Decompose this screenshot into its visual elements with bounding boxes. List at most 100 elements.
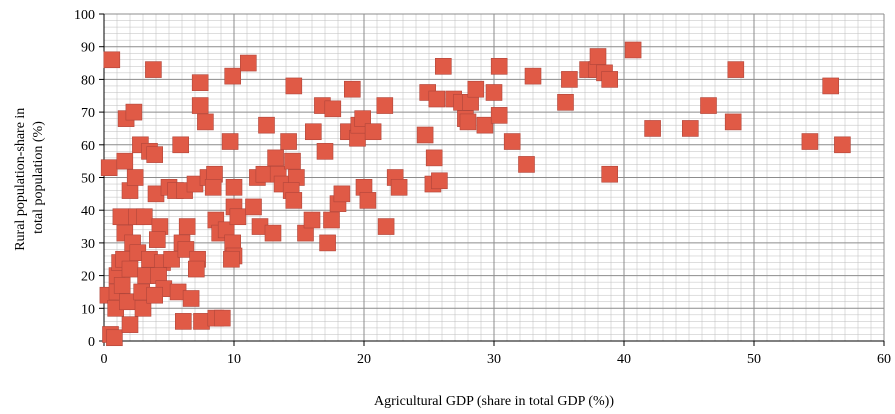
data-point (333, 185, 351, 203)
y-tick-label: 20 (81, 270, 95, 285)
data-points (99, 41, 851, 347)
data-point (121, 260, 139, 278)
data-point (503, 133, 521, 150)
data-point (359, 192, 377, 209)
data-point (204, 179, 222, 196)
data-point (149, 231, 166, 248)
data-point (822, 77, 840, 95)
data-point (134, 299, 152, 317)
data-point (304, 123, 322, 141)
data-point (490, 58, 508, 75)
data-point (245, 198, 262, 216)
data-point (221, 133, 239, 150)
y-axis-label: Rural population-share in total populati… (13, 104, 46, 251)
data-point (319, 234, 336, 252)
data-point (303, 211, 321, 229)
data-point (240, 54, 257, 72)
data-point (229, 208, 247, 226)
data-point (624, 41, 642, 59)
data-point (146, 146, 163, 163)
data-point (476, 116, 494, 134)
data-point (364, 123, 382, 141)
data-point (518, 156, 535, 173)
data-point (284, 152, 301, 170)
data-point (191, 97, 209, 114)
data-point (193, 313, 210, 330)
data-point (121, 316, 139, 333)
data-point (467, 80, 485, 98)
data-point (354, 110, 372, 127)
y-tick-label: 10 (81, 302, 95, 317)
y-tick-label: 40 (81, 204, 95, 219)
data-point (225, 179, 243, 196)
data-point (589, 48, 607, 65)
y-axis-label-line-2: total population (%) (31, 121, 46, 234)
x-axis-label: Agricultural GDP (share in total GDP (%)… (374, 394, 614, 409)
data-point (316, 143, 334, 160)
data-point (524, 67, 542, 85)
x-tick-label: 30 (487, 352, 501, 367)
data-point (146, 286, 163, 304)
data-point (285, 77, 303, 95)
data-point (103, 51, 121, 69)
data-point (125, 103, 143, 121)
y-tick-label: 70 (81, 106, 95, 121)
data-point (163, 250, 180, 268)
data-point (727, 61, 745, 78)
data-point (280, 133, 297, 150)
x-tick-label: 60 (877, 352, 891, 367)
data-point (126, 169, 144, 186)
data-point (182, 290, 200, 307)
y-tick-label: 90 (81, 41, 95, 56)
data-point (172, 136, 189, 154)
data-point (431, 172, 448, 190)
data-point (100, 159, 118, 176)
data-point (119, 293, 136, 311)
data-point (700, 97, 717, 114)
data-point (116, 152, 134, 170)
axes (99, 13, 885, 346)
data-point (834, 136, 851, 154)
x-tick-label: 40 (617, 352, 631, 367)
data-point (376, 97, 394, 114)
data-point (214, 309, 231, 327)
data-point (425, 149, 443, 167)
data-point (255, 165, 273, 183)
tick-labels: 0 10 20 30 40 50 60 70 80 90 100 0 10 20 30 40 50 60 (74, 8, 891, 367)
x-tick-label: 50 (747, 352, 761, 367)
data-point (557, 93, 574, 111)
data-point (145, 61, 162, 78)
data-point (434, 58, 452, 75)
data-point (377, 218, 395, 235)
data-point (724, 113, 742, 131)
data-point (267, 149, 284, 167)
x-tick-label: 20 (357, 352, 371, 367)
data-point (343, 80, 361, 98)
data-point (106, 329, 123, 347)
data-point (416, 126, 434, 144)
data-point (601, 165, 619, 183)
data-point (264, 224, 282, 242)
data-point (681, 120, 699, 137)
data-point (197, 113, 214, 131)
data-point (390, 179, 408, 196)
data-point (601, 71, 619, 88)
data-point (428, 90, 446, 108)
x-tick-label: 0 (101, 352, 108, 367)
data-point (323, 211, 340, 229)
data-point (223, 250, 240, 268)
y-axis-label-line-1: Rural population-share in (13, 108, 28, 251)
data-point (324, 100, 342, 118)
data-point (801, 133, 819, 150)
data-point (175, 313, 192, 330)
data-point (136, 208, 153, 226)
x-tick-label: 10 (227, 352, 241, 367)
data-point (258, 116, 275, 134)
y-tick-label: 50 (81, 172, 95, 187)
y-tick-label: 30 (81, 237, 95, 252)
y-tick-label: 100 (74, 8, 95, 23)
y-tick-label: 0 (88, 335, 95, 350)
data-point (178, 218, 196, 235)
